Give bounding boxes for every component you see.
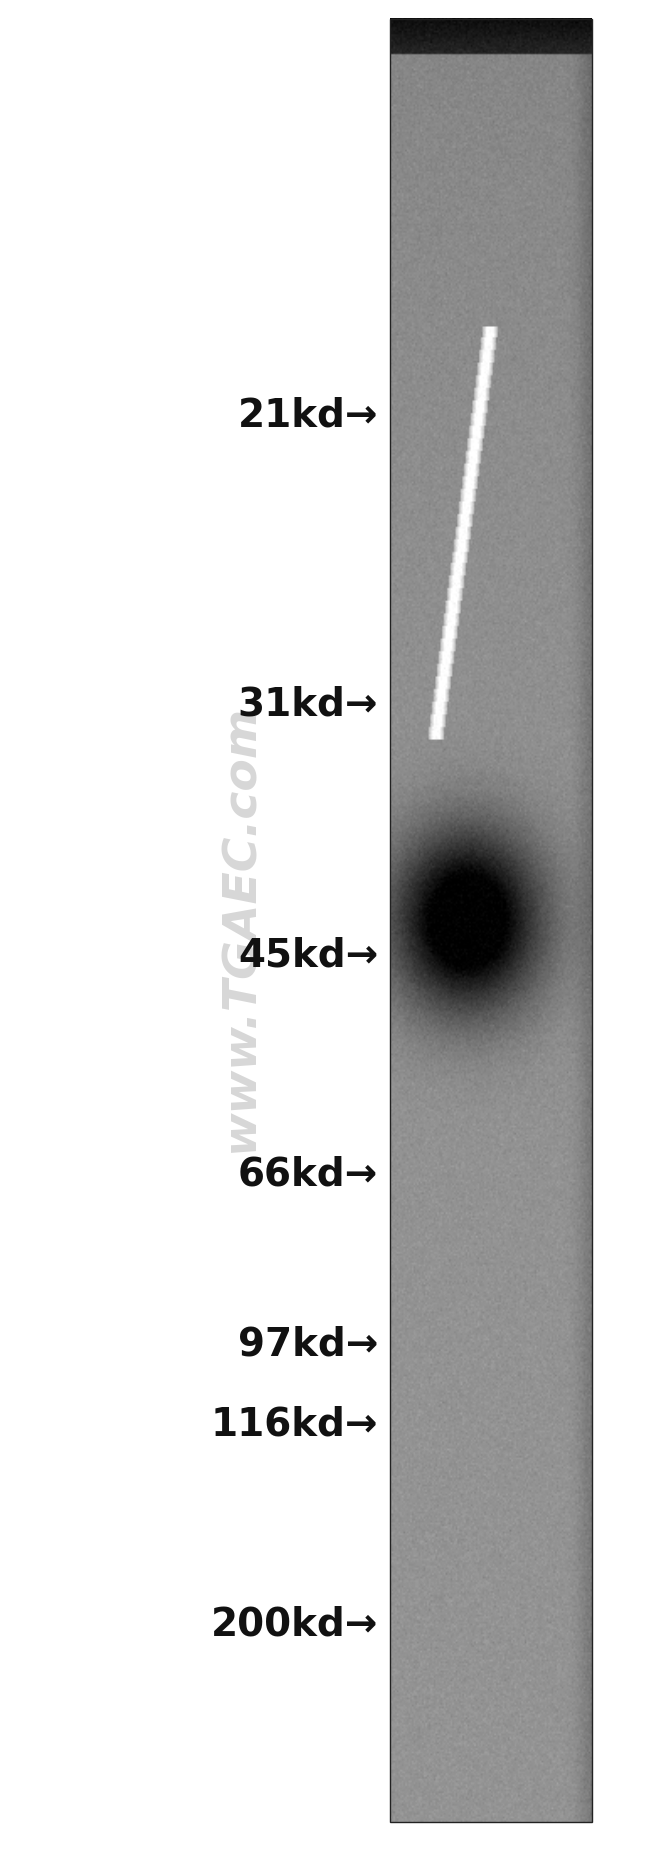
Text: 21kd→: 21kd→ [238, 397, 378, 434]
Bar [390, 19, 592, 1822]
Text: 97kd→: 97kd→ [238, 1326, 378, 1363]
Text: 45kd→: 45kd→ [238, 937, 378, 974]
Text: 200kd→: 200kd→ [211, 1606, 378, 1644]
Text: 31kd→: 31kd→ [238, 686, 378, 723]
Text: 66kd→: 66kd→ [238, 1156, 378, 1193]
Text: 116kd→: 116kd→ [211, 1406, 378, 1443]
Text: www.TGAEC.com: www.TGAEC.com [218, 703, 263, 1152]
